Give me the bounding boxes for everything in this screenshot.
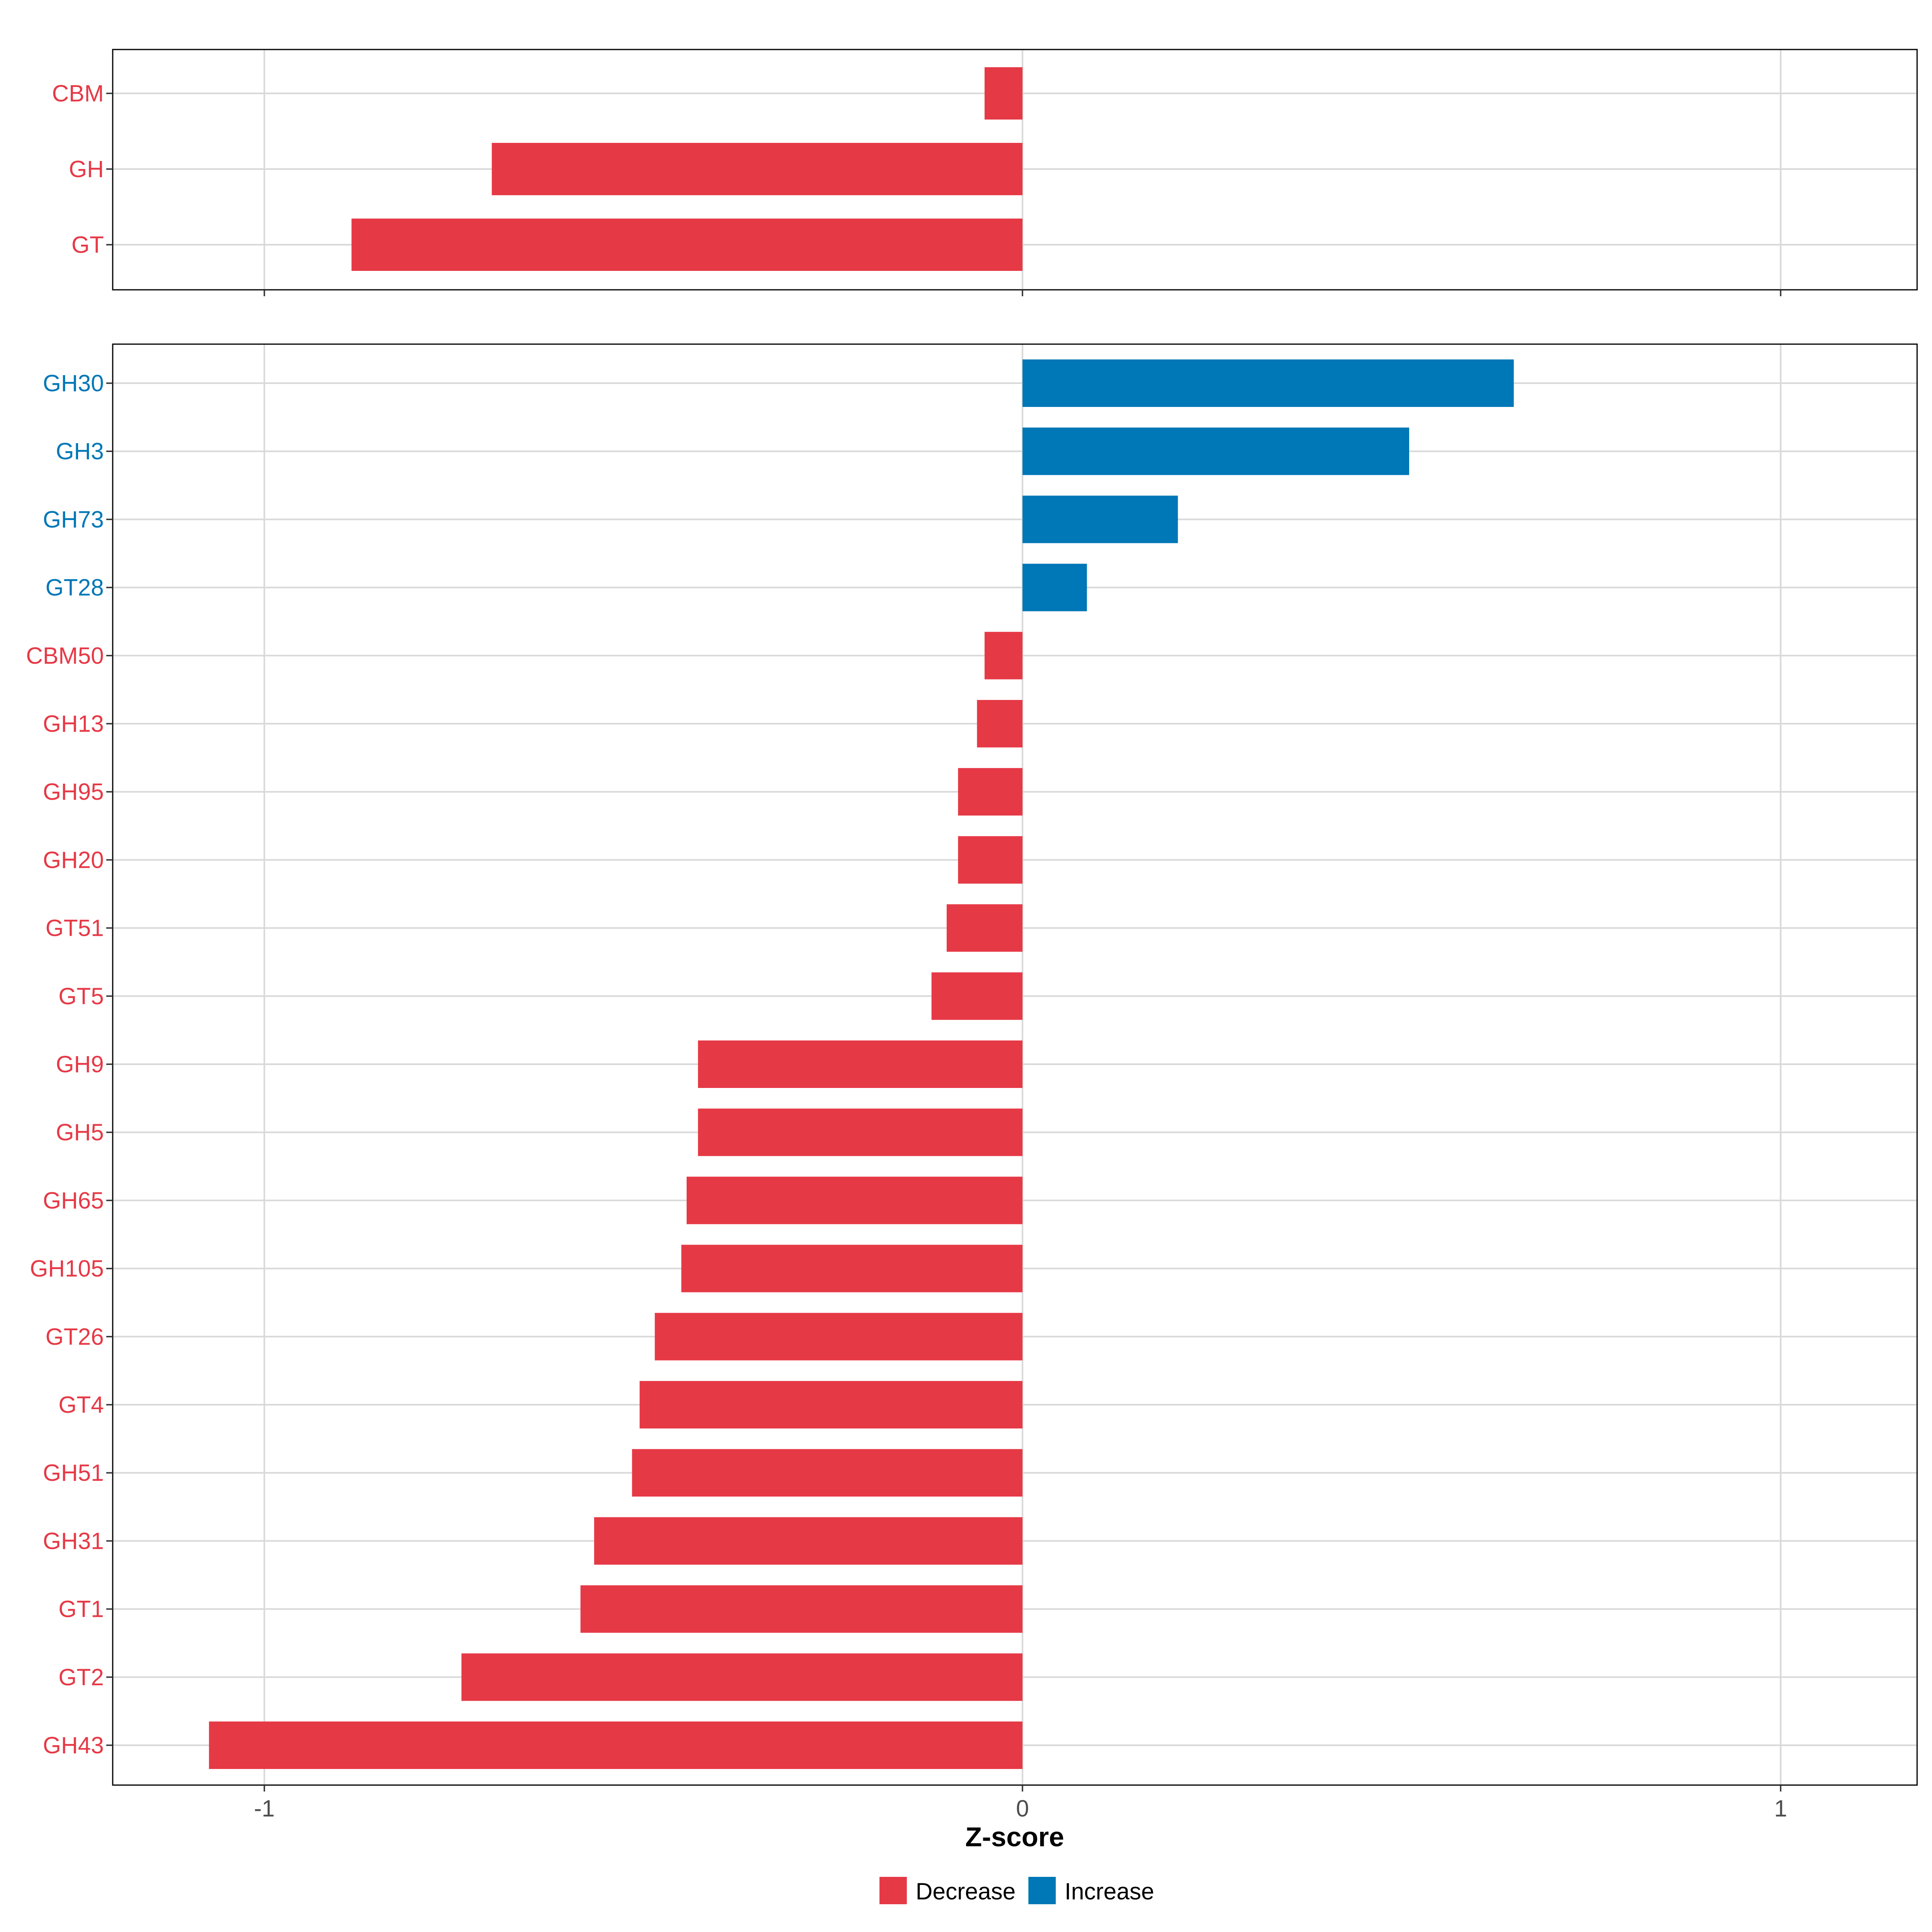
- legend-label-decrease: Decrease: [916, 1878, 1016, 1905]
- category-label-cbm50: CBM50: [26, 643, 104, 669]
- bottom-panel-y-ticks: GH30 GH3 GH73 GT28 CBM50 GH13 GH95 GH20 GT51 GT5 G…: [26, 370, 113, 1759]
- category-label-cbm: CBM: [52, 80, 104, 107]
- bar-gt51: [946, 904, 1023, 952]
- bar-gh30: [1022, 359, 1514, 407]
- category-label-gh: GH: [69, 156, 104, 182]
- category-label-gh105: GH105: [30, 1256, 104, 1282]
- category-label-gh51: GH51: [43, 1460, 104, 1486]
- bottom-panel-subfamily-level: GH30 GH3 GH73 GT28 CBM50 GH13 GH95 GH20 GT51 GT5 G…: [26, 343, 1918, 1822]
- bar-gt2: [461, 1653, 1023, 1701]
- category-label-gt26: GT26: [45, 1324, 104, 1350]
- legend-label-increase: Increase: [1065, 1878, 1154, 1905]
- category-label-gt: GT: [71, 232, 104, 258]
- category-label-gh30: GH30: [43, 370, 104, 396]
- bar-gh3: [1022, 427, 1409, 475]
- x-tick-label-0: -1: [254, 1796, 275, 1822]
- category-label-gh20: GH20: [43, 847, 104, 873]
- bar-gh9: [698, 1040, 1023, 1088]
- bar-cbm: [985, 67, 1023, 120]
- category-label-gh73: GH73: [43, 506, 104, 533]
- bar-gt5: [931, 972, 1023, 1020]
- category-label-gh31: GH31: [43, 1528, 104, 1554]
- bottom-panel-x-ticks: -1 0 1: [254, 1785, 1787, 1822]
- bar-gt: [351, 219, 1023, 271]
- bar-gt1: [580, 1585, 1023, 1633]
- top-panel-family-level: CBM GH GT: [52, 49, 1918, 296]
- bar-gh5: [698, 1108, 1023, 1156]
- bar-gh95: [958, 768, 1023, 816]
- category-label-gh9: GH9: [56, 1051, 104, 1077]
- bar-gh65: [686, 1177, 1023, 1224]
- category-label-gt1: GT1: [58, 1596, 104, 1622]
- x-tick-label-2: 1: [1774, 1796, 1787, 1822]
- category-label-gt51: GT51: [45, 915, 104, 941]
- category-label-gh65: GH65: [43, 1187, 104, 1214]
- legend-swatch-increase: [1028, 1877, 1056, 1904]
- bar-cbm50: [985, 632, 1023, 679]
- top-panel-x-ticks: [263, 290, 1781, 296]
- category-label-gh43: GH43: [43, 1732, 104, 1759]
- bar-gh105: [681, 1245, 1023, 1292]
- bar-gh51: [632, 1449, 1023, 1497]
- bar-gt28: [1022, 564, 1087, 611]
- category-label-gh5: GH5: [56, 1119, 104, 1146]
- bar-gh31: [594, 1517, 1023, 1565]
- bar-gt26: [654, 1313, 1023, 1360]
- bar-gh20: [958, 836, 1023, 884]
- category-label-gt28: GT28: [45, 575, 104, 601]
- bar-gh73: [1022, 495, 1178, 543]
- bar-gh43: [209, 1721, 1023, 1769]
- x-tick-label-1: 0: [1016, 1796, 1029, 1822]
- legend: Decrease Increase: [879, 1877, 1154, 1905]
- category-label-gt5: GT5: [58, 983, 104, 1009]
- legend-swatch-decrease: [879, 1877, 907, 1904]
- category-label-gt2: GT2: [58, 1664, 104, 1690]
- category-label-gh3: GH3: [56, 438, 104, 464]
- top-panel-bars: [351, 67, 1023, 271]
- category-label-gh13: GH13: [43, 711, 104, 737]
- bar-gh: [491, 143, 1023, 195]
- x-axis-title: Z-score: [965, 1822, 1064, 1852]
- bar-gh13: [977, 700, 1023, 747]
- category-label-gh95: GH95: [43, 779, 104, 805]
- top-panel-y-ticks: CBM GH GT: [52, 80, 113, 258]
- category-label-gt4: GT4: [58, 1392, 104, 1418]
- bottom-panel-bars: [209, 359, 1514, 1769]
- bar-gt4: [640, 1381, 1023, 1428]
